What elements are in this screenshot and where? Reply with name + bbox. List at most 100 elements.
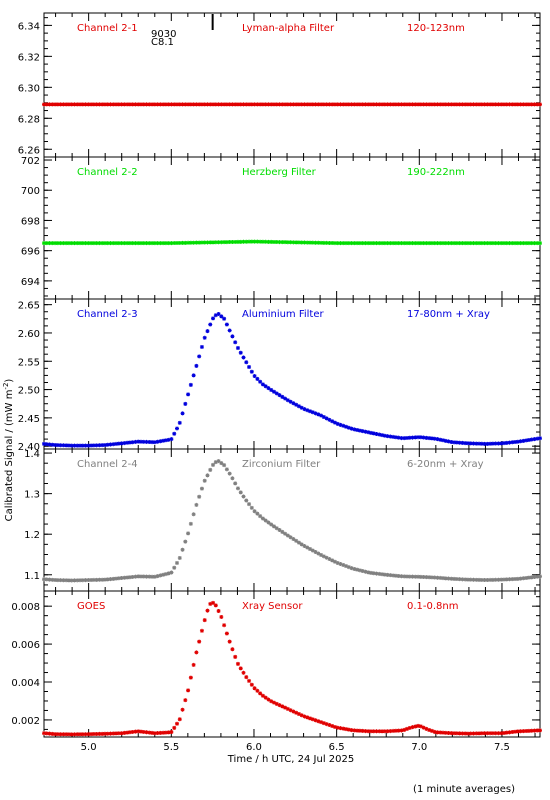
data-point — [465, 241, 470, 246]
data-point — [47, 442, 52, 447]
data-point — [288, 399, 293, 404]
data-point — [335, 560, 340, 565]
data-point — [199, 486, 204, 491]
data-point — [443, 730, 448, 735]
data-point — [488, 241, 493, 246]
data-point — [216, 311, 221, 316]
data-point — [180, 707, 185, 712]
channel-name: Channel 2-2 — [77, 167, 138, 178]
data-point — [410, 435, 415, 440]
data-point — [374, 431, 379, 436]
data-point — [310, 410, 315, 415]
data-point — [258, 102, 263, 107]
data-point — [338, 422, 343, 427]
data-point — [496, 577, 501, 582]
data-point — [468, 102, 473, 107]
data-point — [485, 102, 490, 107]
data-point — [529, 728, 534, 733]
data-point — [330, 419, 335, 424]
data-point — [224, 467, 229, 472]
data-point — [130, 241, 135, 246]
data-point — [247, 678, 252, 683]
data-point — [402, 102, 407, 107]
data-point — [244, 102, 249, 107]
data-point — [55, 241, 60, 246]
data-point — [393, 241, 398, 246]
data-point — [141, 574, 146, 579]
data-point — [166, 730, 171, 735]
data-point — [80, 241, 85, 246]
data-point — [144, 730, 149, 735]
data-point — [172, 241, 177, 246]
data-point — [269, 102, 274, 107]
data-point — [102, 241, 107, 246]
data-point — [402, 727, 407, 732]
y-tick-label: 2.60 — [18, 329, 40, 340]
data-point — [150, 440, 155, 445]
data-point — [224, 102, 229, 107]
data-point — [114, 102, 119, 107]
data-point — [263, 239, 268, 244]
data-point — [116, 731, 121, 736]
x-tick-label: 6.0 — [246, 742, 262, 753]
data-point — [488, 102, 493, 107]
data-point — [235, 486, 240, 491]
data-point — [346, 565, 351, 570]
data-point — [410, 241, 415, 246]
data-point — [513, 729, 518, 734]
data-point — [69, 578, 74, 583]
data-point — [75, 578, 80, 583]
data-point — [283, 396, 288, 401]
data-point — [391, 573, 396, 578]
data-point — [114, 576, 119, 581]
data-point — [125, 102, 130, 107]
data-point — [493, 441, 498, 446]
data-point — [535, 574, 540, 579]
data-point — [78, 102, 83, 107]
data-point — [260, 516, 265, 521]
data-point — [147, 574, 152, 579]
data-point — [183, 698, 188, 703]
data-point — [191, 662, 196, 667]
data-point — [83, 578, 88, 583]
data-point — [175, 721, 180, 726]
data-point — [75, 443, 80, 448]
data-point — [438, 437, 443, 442]
data-point — [97, 577, 102, 582]
y-tick-label: 6.32 — [18, 52, 40, 63]
data-point — [399, 102, 404, 107]
data-point — [418, 724, 423, 729]
data-point — [89, 577, 94, 582]
data-point — [274, 240, 279, 245]
data-point — [521, 241, 526, 246]
data-point — [499, 577, 504, 582]
data-point — [324, 102, 329, 107]
data-point — [255, 102, 260, 107]
data-point — [529, 102, 534, 107]
data-point — [418, 435, 423, 440]
data-point — [341, 241, 346, 246]
data-point — [391, 241, 396, 246]
data-point — [399, 436, 404, 441]
data-point — [169, 730, 174, 735]
data-point — [493, 577, 498, 582]
data-point — [230, 647, 235, 652]
data-point — [230, 334, 235, 339]
data-point — [493, 241, 498, 246]
data-point — [219, 240, 224, 245]
y-tick-label: 2.50 — [18, 386, 40, 397]
panel-1: 6.26 6.28 6.30 6.32 6.34 Channel 2-1 Lyman-alp… — [18, 12, 542, 158]
data-point — [507, 102, 512, 107]
data-point — [485, 441, 490, 446]
data-point — [471, 577, 476, 582]
data-point — [78, 241, 83, 246]
data-point — [313, 240, 318, 245]
data-point — [277, 240, 282, 245]
data-point — [435, 241, 440, 246]
data-point — [50, 577, 55, 582]
data-point — [382, 729, 387, 734]
data-point — [42, 241, 46, 246]
data-point — [83, 443, 88, 448]
data-point — [69, 102, 74, 107]
data-point — [413, 724, 418, 729]
